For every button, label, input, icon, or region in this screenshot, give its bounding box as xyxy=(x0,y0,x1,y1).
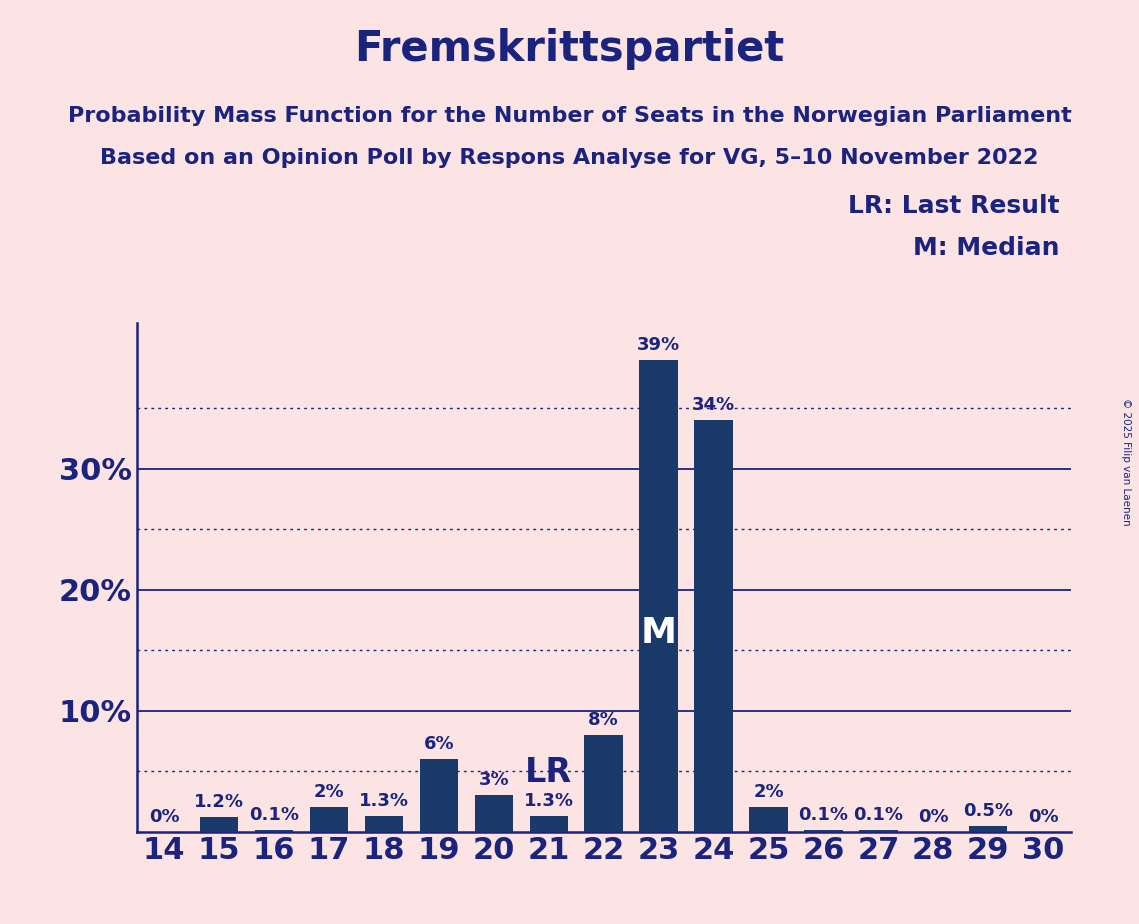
Text: 39%: 39% xyxy=(637,335,680,354)
Text: M: M xyxy=(640,616,677,650)
Text: 0.5%: 0.5% xyxy=(964,801,1014,820)
Text: 1.3%: 1.3% xyxy=(524,792,574,809)
Text: 0.1%: 0.1% xyxy=(798,807,849,824)
Bar xyxy=(419,759,458,832)
Text: Based on an Opinion Poll by Respons Analyse for VG, 5–10 November 2022: Based on an Opinion Poll by Respons Anal… xyxy=(100,148,1039,168)
Bar xyxy=(859,831,898,832)
Bar xyxy=(749,808,788,832)
Text: Probability Mass Function for the Number of Seats in the Norwegian Parliament: Probability Mass Function for the Number… xyxy=(67,106,1072,127)
Text: 2%: 2% xyxy=(313,784,344,801)
Bar xyxy=(475,796,513,832)
Bar xyxy=(639,359,678,832)
Text: LR: Last Result: LR: Last Result xyxy=(847,194,1059,218)
Text: Fremskrittspartiet: Fremskrittspartiet xyxy=(354,28,785,69)
Text: 0.1%: 0.1% xyxy=(853,807,903,824)
Bar xyxy=(364,816,403,832)
Bar xyxy=(969,825,1008,832)
Text: LR: LR xyxy=(525,756,572,789)
Text: 6%: 6% xyxy=(424,735,454,753)
Text: 0%: 0% xyxy=(1027,808,1058,825)
Text: 1.3%: 1.3% xyxy=(359,792,409,809)
Text: 34%: 34% xyxy=(693,396,735,414)
Text: 3%: 3% xyxy=(478,772,509,789)
Bar xyxy=(804,831,843,832)
Text: 0.1%: 0.1% xyxy=(249,807,300,824)
Bar xyxy=(530,816,568,832)
Text: 2%: 2% xyxy=(753,784,784,801)
Text: M: Median: M: Median xyxy=(912,236,1059,260)
Bar xyxy=(255,831,293,832)
Bar xyxy=(310,808,349,832)
Text: 0%: 0% xyxy=(918,808,949,825)
Text: © 2025 Filip van Laenen: © 2025 Filip van Laenen xyxy=(1121,398,1131,526)
Bar xyxy=(199,817,238,832)
Bar xyxy=(695,420,732,832)
Text: 0%: 0% xyxy=(149,808,180,825)
Text: 1.2%: 1.2% xyxy=(194,793,244,811)
Text: 8%: 8% xyxy=(589,711,618,729)
Bar xyxy=(584,735,623,832)
